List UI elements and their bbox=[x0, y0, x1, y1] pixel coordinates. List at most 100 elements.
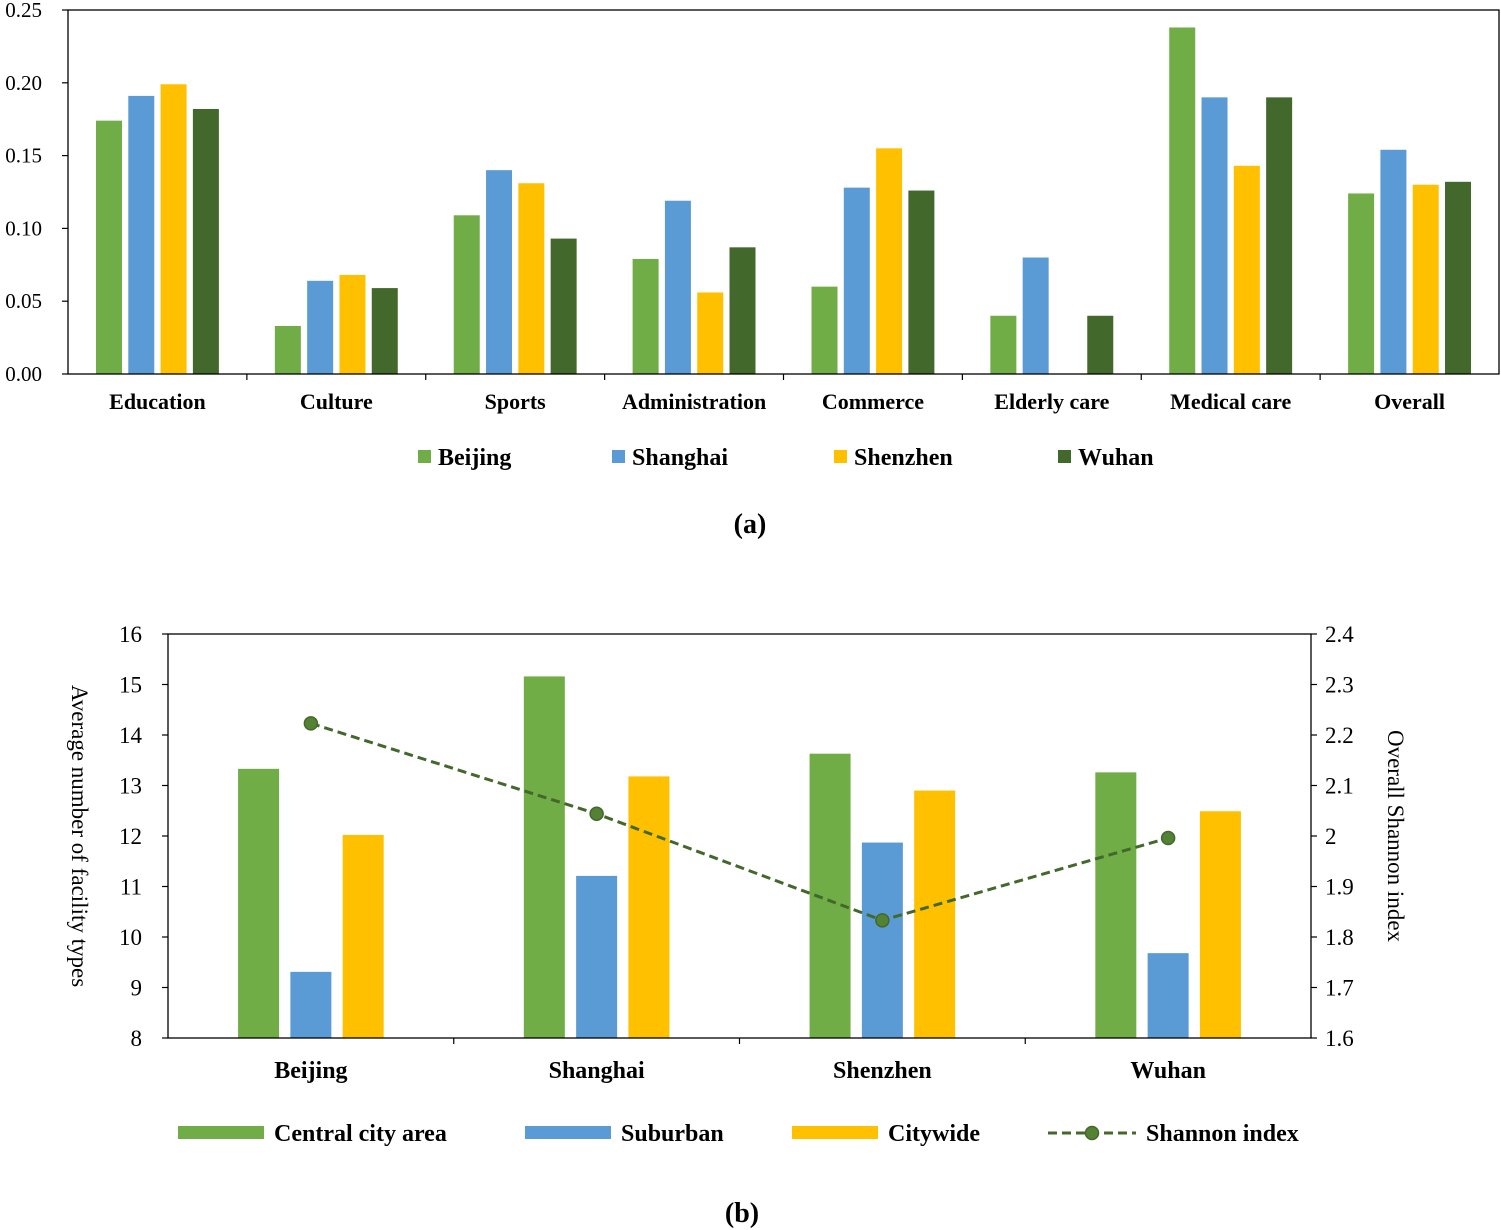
bar-shanghai-medical-care bbox=[1201, 97, 1228, 375]
bar-wuhan-overall bbox=[1445, 181, 1472, 374]
legend-label-central-city-area: Central city area bbox=[274, 1121, 447, 1147]
bar-wuhan-culture bbox=[371, 288, 398, 374]
bar-shanghai-education bbox=[128, 95, 155, 375]
shannon-point-beijing bbox=[303, 716, 319, 731]
shannon-point-shanghai bbox=[589, 806, 604, 822]
chart-a-panel-label: (a) bbox=[734, 509, 767, 540]
bar-shenzhen-culture bbox=[339, 274, 366, 374]
legend-label-shannon-index: Shannon index bbox=[1146, 1121, 1299, 1147]
bar-central-city-area-shanghai bbox=[523, 676, 565, 1038]
chart-b-left-tick-label: 14 bbox=[119, 723, 143, 748]
bar-suburban-shanghai bbox=[576, 875, 618, 1038]
legend-swatch-shanghai bbox=[612, 450, 625, 463]
legend-label-wuhan: Wuhan bbox=[1078, 445, 1154, 471]
shannon-index-line bbox=[310, 721, 1169, 922]
category-label-shenzhen: Shenzhen bbox=[833, 1058, 932, 1084]
legend-marker-shannon-index bbox=[1084, 1125, 1100, 1141]
bar-citywide-shenzhen bbox=[914, 790, 956, 1038]
chart-a-y-axis: 0.00 0.05 0.10 0.15 0.20 0.25 bbox=[5, 0, 68, 386]
bar-wuhan-administration bbox=[729, 247, 756, 374]
chart-b-left-tick-label: 16 bbox=[119, 622, 142, 647]
chart-a-y-tick-label: 0.10 bbox=[5, 216, 42, 240]
chart-b-panel-label: (b) bbox=[725, 1198, 759, 1229]
chart-b: 8 9 10 11 12 13 14 15 16 1.6 1.7 1.8 1.9 2 2.1 2.2 2.3 2… bbox=[67, 622, 1408, 1229]
chart-b-plot-frame bbox=[167, 633, 1312, 1039]
bar-beijing-commerce bbox=[811, 286, 838, 374]
chart-b-right-tick-label: 2.2 bbox=[1325, 723, 1354, 748]
legend-swatch-beijing bbox=[418, 450, 431, 463]
chart-b-category-labels: Beijing Shanghai Shenzhen Wuhan bbox=[274, 1058, 1206, 1084]
chart-a-y-tick-label: 0.00 bbox=[5, 362, 42, 386]
chart-b-right-axis-title: Overall Shannon index bbox=[1383, 730, 1408, 943]
chart-b-left-tick-label: 13 bbox=[119, 774, 142, 799]
chart-a: 0.00 0.05 0.10 0.15 0.20 0.25 Education Cultur… bbox=[5, 0, 1500, 540]
chart-b-left-tick-label: 9 bbox=[131, 976, 143, 1001]
chart-b-left-axis: 8 9 10 11 12 13 14 15 16 bbox=[119, 622, 168, 1051]
legend-swatch-central-city-area bbox=[178, 1126, 264, 1139]
chart-b-left-tick-label: 8 bbox=[131, 1026, 143, 1051]
chart-b-left-tick-label: 11 bbox=[120, 875, 142, 900]
bar-beijing-administration bbox=[632, 258, 659, 374]
bar-citywide-beijing bbox=[342, 834, 384, 1038]
category-label-elderly-care: Elderly care bbox=[994, 389, 1109, 414]
bar-citywide-shanghai bbox=[628, 776, 670, 1038]
chart-b-left-tick-label: 15 bbox=[119, 673, 142, 698]
bar-shenzhen-medical-care bbox=[1233, 165, 1260, 374]
bar-shenzhen-sports bbox=[518, 183, 545, 374]
chart-b-right-tick-label: 2.3 bbox=[1325, 673, 1354, 698]
legend-label-beijing: Beijing bbox=[438, 445, 511, 471]
chart-b-right-tick-label: 1.9 bbox=[1325, 875, 1354, 900]
bar-central-city-area-wuhan bbox=[1095, 772, 1137, 1038]
category-label-administration: Administration bbox=[622, 389, 766, 414]
chart-b-legend: Central city area Suburban Citywide Shannon… bbox=[178, 1121, 1299, 1147]
bar-shanghai-administration bbox=[664, 200, 691, 374]
bar-shanghai-overall bbox=[1380, 149, 1407, 374]
bar-suburban-wuhan bbox=[1147, 953, 1189, 1038]
chart-b-shannon-line bbox=[303, 716, 1176, 928]
category-label-medical-care: Medical care bbox=[1170, 389, 1291, 414]
bar-suburban-beijing bbox=[290, 971, 332, 1038]
legend-label-shenzhen: Shenzhen bbox=[854, 445, 953, 471]
chart-b-right-tick-label: 2 bbox=[1325, 824, 1337, 849]
chart-a-legend: Beijing Shanghai Shenzhen Wuhan bbox=[418, 445, 1154, 471]
category-label-sports: Sports bbox=[485, 389, 547, 414]
category-label-education: Education bbox=[109, 389, 206, 414]
bar-shenzhen-education bbox=[160, 84, 187, 375]
legend-label-suburban: Suburban bbox=[621, 1121, 724, 1147]
chart-b-x-ticks bbox=[453, 1038, 1026, 1044]
legend-swatch-citywide bbox=[792, 1126, 878, 1139]
legend-swatch-suburban bbox=[525, 1126, 611, 1139]
bar-citywide-wuhan bbox=[1199, 811, 1241, 1038]
chart-b-right-tick-label: 2.1 bbox=[1325, 774, 1354, 799]
category-label-culture: Culture bbox=[300, 389, 373, 414]
shannon-point-wuhan bbox=[1160, 830, 1176, 846]
bar-suburban-shenzhen bbox=[861, 842, 903, 1038]
chart-b-left-tick-label: 12 bbox=[119, 824, 142, 849]
bar-beijing-medical-care bbox=[1169, 27, 1196, 375]
chart-b-left-axis-title: Average number of facility types bbox=[67, 685, 92, 987]
chart-a-category-labels: Education Culture Sports Administration Comm… bbox=[109, 389, 1445, 414]
bar-wuhan-education bbox=[192, 109, 219, 375]
chart-b-bars bbox=[238, 676, 1241, 1038]
category-label-wuhan: Wuhan bbox=[1130, 1058, 1206, 1084]
chart-b-right-tick-label: 1.6 bbox=[1325, 1026, 1354, 1051]
bar-central-city-area-beijing bbox=[238, 768, 280, 1038]
bar-beijing-elderly-care bbox=[990, 315, 1017, 374]
bar-beijing-culture bbox=[274, 325, 301, 374]
legend-label-shanghai: Shanghai bbox=[632, 445, 728, 471]
chart-b-right-tick-label: 2.4 bbox=[1325, 622, 1354, 647]
chart-a-y-tick-label: 0.15 bbox=[5, 144, 42, 168]
bar-shanghai-elderly-care bbox=[1022, 257, 1049, 374]
bar-shanghai-commerce bbox=[843, 187, 870, 374]
chart-b-left-tick-label: 10 bbox=[119, 925, 142, 950]
bar-wuhan-commerce bbox=[908, 190, 935, 374]
bar-shanghai-culture bbox=[307, 280, 334, 374]
category-label-overall: Overall bbox=[1374, 389, 1445, 414]
category-label-beijing: Beijing bbox=[274, 1058, 347, 1084]
bar-beijing-overall bbox=[1348, 193, 1375, 374]
chart-a-bars bbox=[95, 27, 1472, 375]
chart-a-x-ticks bbox=[246, 374, 1321, 380]
chart-a-y-tick-label: 0.25 bbox=[5, 0, 42, 22]
bar-wuhan-elderly-care bbox=[1087, 315, 1114, 374]
